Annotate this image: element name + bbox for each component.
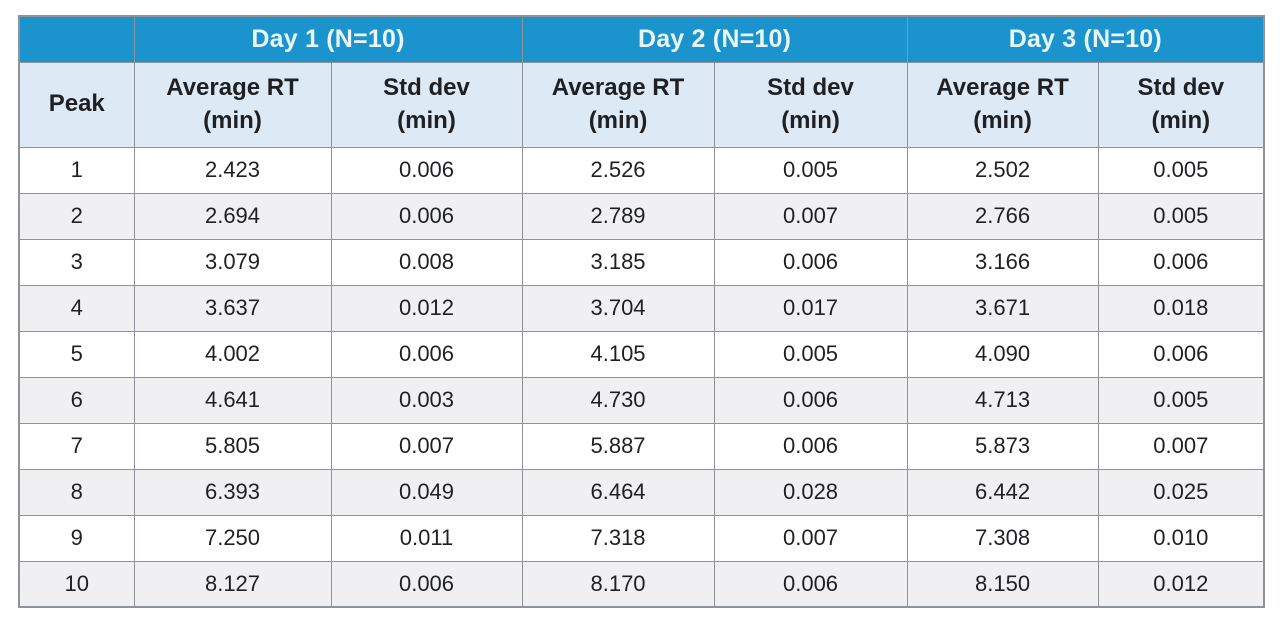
day1-avg-rt-column-header: Average RT (min) bbox=[133, 61, 332, 148]
cell-day1-std-dev: 0.006 bbox=[330, 330, 523, 378]
cell-day3-std-dev: 0.005 bbox=[1097, 146, 1265, 194]
day2-header: Day 2 (N=10) bbox=[521, 15, 908, 63]
table-row: 10 8.127 0.006 8.170 0.006 8.150 0.012 bbox=[18, 560, 1265, 608]
page: Day 1 (N=10) Day 2 (N=10) Day 3 (N=10) P… bbox=[18, 15, 1266, 608]
cell-day1-std-dev: 0.011 bbox=[330, 514, 523, 562]
cell-day1-avg-rt: 6.393 bbox=[133, 468, 332, 516]
cell-peak: 7 bbox=[18, 422, 135, 470]
cell-peak: 1 bbox=[18, 146, 135, 194]
cell-day1-std-dev: 0.008 bbox=[330, 238, 523, 286]
table-row: 4 3.637 0.012 3.704 0.017 3.671 0.018 bbox=[18, 284, 1265, 332]
day1-std-dev-column-header: Std dev (min) bbox=[330, 61, 523, 148]
cell-day1-std-dev: 0.006 bbox=[330, 560, 523, 608]
cell-day2-avg-rt: 4.105 bbox=[521, 330, 715, 378]
day3-std-dev-column-header: Std dev (min) bbox=[1097, 61, 1265, 148]
cell-day3-std-dev: 0.006 bbox=[1097, 238, 1265, 286]
cell-day1-avg-rt: 3.079 bbox=[133, 238, 332, 286]
cell-day1-std-dev: 0.006 bbox=[330, 192, 523, 240]
table-row: 8 6.393 0.049 6.464 0.028 6.442 0.025 bbox=[18, 468, 1265, 516]
cell-day2-avg-rt: 3.704 bbox=[521, 284, 715, 332]
cell-peak: 10 bbox=[18, 560, 135, 608]
cell-day2-std-dev: 0.005 bbox=[713, 146, 908, 194]
table-row: 2 2.694 0.006 2.789 0.007 2.766 0.005 bbox=[18, 192, 1265, 240]
cell-peak: 6 bbox=[18, 376, 135, 424]
day-header-row: Day 1 (N=10) Day 2 (N=10) Day 3 (N=10) bbox=[18, 15, 1265, 63]
cell-day2-avg-rt: 8.170 bbox=[521, 560, 715, 608]
cell-day2-std-dev: 0.007 bbox=[713, 192, 908, 240]
cell-day3-avg-rt: 2.502 bbox=[906, 146, 1099, 194]
cell-day3-std-dev: 0.012 bbox=[1097, 560, 1265, 608]
cell-day2-std-dev: 0.006 bbox=[713, 560, 908, 608]
table-row: 6 4.641 0.003 4.730 0.006 4.713 0.005 bbox=[18, 376, 1265, 424]
cell-day2-avg-rt: 6.464 bbox=[521, 468, 715, 516]
cell-day2-avg-rt: 7.318 bbox=[521, 514, 715, 562]
cell-day1-avg-rt: 2.694 bbox=[133, 192, 332, 240]
cell-day2-std-dev: 0.006 bbox=[713, 376, 908, 424]
table-row: 1 2.423 0.006 2.526 0.005 2.502 0.005 bbox=[18, 146, 1265, 194]
table-row: 5 4.002 0.006 4.105 0.005 4.090 0.006 bbox=[18, 330, 1265, 378]
cell-day3-avg-rt: 4.090 bbox=[906, 330, 1099, 378]
cell-peak: 3 bbox=[18, 238, 135, 286]
cell-day3-std-dev: 0.007 bbox=[1097, 422, 1265, 470]
cell-day1-avg-rt: 4.002 bbox=[133, 330, 332, 378]
cell-day3-avg-rt: 3.671 bbox=[906, 284, 1099, 332]
table-row: 7 5.805 0.007 5.887 0.006 5.873 0.007 bbox=[18, 422, 1265, 470]
cell-peak: 9 bbox=[18, 514, 135, 562]
day3-header: Day 3 (N=10) bbox=[906, 15, 1265, 63]
cell-day1-std-dev: 0.007 bbox=[330, 422, 523, 470]
cell-day2-std-dev: 0.006 bbox=[713, 238, 908, 286]
cell-day1-avg-rt: 7.250 bbox=[133, 514, 332, 562]
retention-time-table: Day 1 (N=10) Day 2 (N=10) Day 3 (N=10) P… bbox=[18, 15, 1266, 608]
cell-day2-avg-rt: 2.526 bbox=[521, 146, 715, 194]
cell-day2-std-dev: 0.017 bbox=[713, 284, 908, 332]
day2-avg-rt-column-header: Average RT (min) bbox=[521, 61, 715, 148]
cell-day2-avg-rt: 2.789 bbox=[521, 192, 715, 240]
cell-day3-std-dev: 0.010 bbox=[1097, 514, 1265, 562]
cell-day3-std-dev: 0.025 bbox=[1097, 468, 1265, 516]
cell-day3-avg-rt: 6.442 bbox=[906, 468, 1099, 516]
column-header-row: Peak Average RT (min) Std dev (min) Aver… bbox=[18, 61, 1265, 148]
table-row: 3 3.079 0.008 3.185 0.006 3.166 0.006 bbox=[18, 238, 1265, 286]
cell-day3-avg-rt: 4.713 bbox=[906, 376, 1099, 424]
day2-std-dev-column-header: Std dev (min) bbox=[713, 61, 908, 148]
cell-peak: 2 bbox=[18, 192, 135, 240]
cell-day1-std-dev: 0.003 bbox=[330, 376, 523, 424]
cell-day3-std-dev: 0.005 bbox=[1097, 376, 1265, 424]
corner-cell bbox=[18, 15, 135, 63]
cell-day1-avg-rt: 2.423 bbox=[133, 146, 332, 194]
cell-day1-avg-rt: 8.127 bbox=[133, 560, 332, 608]
cell-day1-avg-rt: 3.637 bbox=[133, 284, 332, 332]
cell-day3-avg-rt: 3.166 bbox=[906, 238, 1099, 286]
cell-day2-std-dev: 0.007 bbox=[713, 514, 908, 562]
peak-column-header: Peak bbox=[18, 61, 135, 148]
cell-day1-avg-rt: 4.641 bbox=[133, 376, 332, 424]
day1-header: Day 1 (N=10) bbox=[133, 15, 523, 63]
cell-day3-std-dev: 0.018 bbox=[1097, 284, 1265, 332]
cell-day3-avg-rt: 5.873 bbox=[906, 422, 1099, 470]
cell-day1-std-dev: 0.006 bbox=[330, 146, 523, 194]
cell-day2-avg-rt: 3.185 bbox=[521, 238, 715, 286]
cell-day3-std-dev: 0.006 bbox=[1097, 330, 1265, 378]
cell-peak: 4 bbox=[18, 284, 135, 332]
cell-day1-std-dev: 0.012 bbox=[330, 284, 523, 332]
table-row: 9 7.250 0.011 7.318 0.007 7.308 0.010 bbox=[18, 514, 1265, 562]
cell-day1-std-dev: 0.049 bbox=[330, 468, 523, 516]
cell-day1-avg-rt: 5.805 bbox=[133, 422, 332, 470]
cell-day3-avg-rt: 2.766 bbox=[906, 192, 1099, 240]
cell-day2-avg-rt: 4.730 bbox=[521, 376, 715, 424]
cell-day2-avg-rt: 5.887 bbox=[521, 422, 715, 470]
cell-day2-std-dev: 0.028 bbox=[713, 468, 908, 516]
day3-avg-rt-column-header: Average RT (min) bbox=[906, 61, 1099, 148]
cell-day3-avg-rt: 7.308 bbox=[906, 514, 1099, 562]
cell-day2-std-dev: 0.006 bbox=[713, 422, 908, 470]
cell-day3-avg-rt: 8.150 bbox=[906, 560, 1099, 608]
cell-peak: 8 bbox=[18, 468, 135, 516]
cell-day3-std-dev: 0.005 bbox=[1097, 192, 1265, 240]
cell-day2-std-dev: 0.005 bbox=[713, 330, 908, 378]
cell-peak: 5 bbox=[18, 330, 135, 378]
